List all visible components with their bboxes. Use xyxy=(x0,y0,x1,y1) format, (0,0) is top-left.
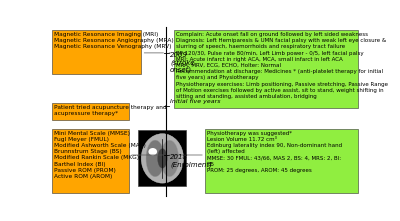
Text: Patient tried acupuncture therapy and
acupressure therapy*: Patient tried acupuncture therapy and ac… xyxy=(54,105,167,116)
FancyBboxPatch shape xyxy=(174,30,358,108)
Ellipse shape xyxy=(141,134,184,183)
FancyBboxPatch shape xyxy=(52,103,129,120)
Text: Mini Mental Scale (MMSE)
Fugl Meyer (FMUL)
Modified Ashworth Scale (MAS)
Brunnst: Mini Mental Scale (MMSE) Fugl Meyer (FMU… xyxy=(54,131,146,179)
Ellipse shape xyxy=(148,148,157,155)
Ellipse shape xyxy=(160,140,179,177)
Text: Initial five years: Initial five years xyxy=(170,99,220,104)
Text: Magnetic Resonance Imaging (MRI)
Magnetic Resonance Angiography (MRA)
Magnetic R: Magnetic Resonance Imaging (MRI) Magneti… xyxy=(54,32,174,49)
Text: Physiotherapy was suggested*
Lesion Volume 11.72 cm³
Edinburg laterality index 9: Physiotherapy was suggested* Lesion Volu… xyxy=(208,131,343,173)
FancyBboxPatch shape xyxy=(205,129,358,193)
FancyBboxPatch shape xyxy=(52,30,142,74)
Text: 2018
(Enrolment): 2018 (Enrolment) xyxy=(170,154,212,168)
Ellipse shape xyxy=(146,140,164,177)
Text: 2009
(stroke
onset): 2009 (stroke onset) xyxy=(170,52,194,73)
FancyBboxPatch shape xyxy=(52,129,129,193)
Text: Complain: Acute onset fall on ground followed by left sided weakness
Diagnosis: : Complain: Acute onset fall on ground fol… xyxy=(176,32,388,99)
Ellipse shape xyxy=(158,149,167,168)
FancyBboxPatch shape xyxy=(138,130,186,187)
